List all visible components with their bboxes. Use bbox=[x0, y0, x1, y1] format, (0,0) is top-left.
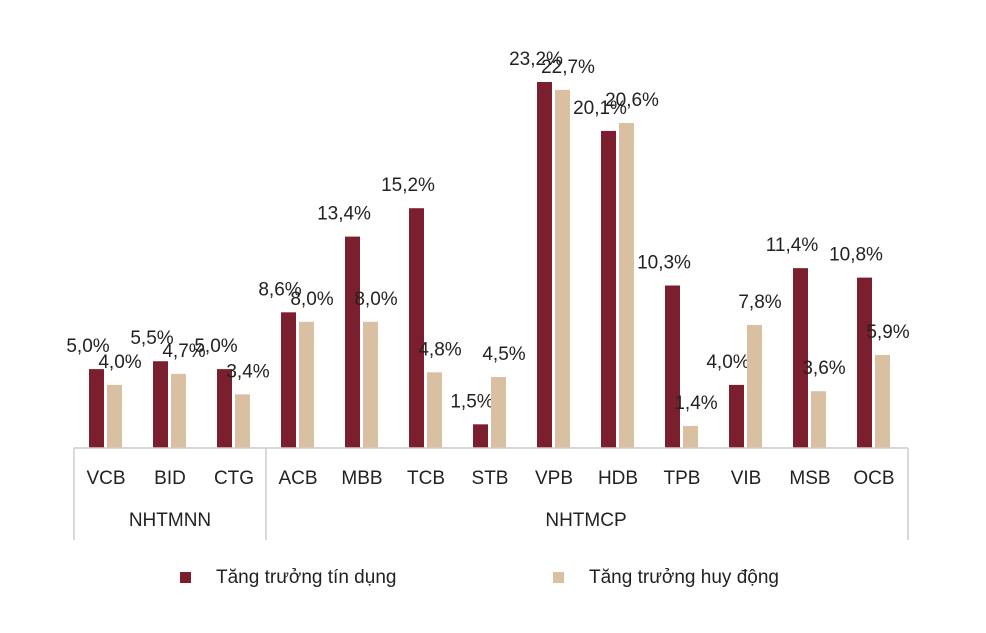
x-tick-label: OCB bbox=[853, 468, 894, 489]
value-label: 5,0% bbox=[66, 336, 109, 357]
bar bbox=[857, 277, 872, 448]
bar bbox=[345, 236, 360, 448]
value-label: 5,9% bbox=[866, 322, 909, 343]
bar bbox=[281, 312, 296, 448]
x-tick-label: TPB bbox=[664, 468, 701, 489]
value-label: 10,8% bbox=[829, 245, 883, 266]
value-label: 1,4% bbox=[674, 393, 717, 414]
bar bbox=[619, 123, 634, 448]
bar bbox=[875, 354, 890, 448]
bar bbox=[665, 285, 680, 448]
bar bbox=[811, 391, 826, 448]
bar bbox=[683, 425, 698, 448]
value-label: 3,4% bbox=[226, 361, 269, 382]
bar bbox=[107, 384, 122, 448]
x-tick-label: TCB bbox=[407, 468, 445, 489]
x-tick-label: CTG bbox=[214, 468, 254, 489]
x-tick-label: MSB bbox=[789, 468, 830, 489]
value-label: 5,0% bbox=[194, 336, 237, 357]
value-label: 20,6% bbox=[605, 90, 659, 111]
value-label: 20,1% bbox=[573, 98, 627, 119]
bar bbox=[473, 424, 488, 448]
value-label: 4,7% bbox=[162, 341, 205, 362]
value-label: 22,7% bbox=[541, 57, 595, 78]
bar bbox=[747, 324, 762, 448]
x-tick-label: VCB bbox=[86, 468, 125, 489]
legend-label: Tăng trưởng tín dụng bbox=[216, 567, 396, 588]
bar bbox=[217, 369, 232, 448]
bar bbox=[299, 321, 314, 448]
x-tick-label: ACB bbox=[278, 468, 317, 489]
x-tick-label: MBB bbox=[341, 468, 382, 489]
bar bbox=[89, 369, 104, 448]
x-tick-label: HDB bbox=[598, 468, 638, 489]
value-label: 8,6% bbox=[258, 279, 301, 300]
value-label: 4,0% bbox=[98, 352, 141, 373]
bar bbox=[409, 208, 424, 448]
bar bbox=[537, 82, 552, 448]
legend-swatch bbox=[553, 572, 564, 583]
bar bbox=[363, 321, 378, 448]
bar bbox=[171, 373, 186, 448]
value-label: 4,8% bbox=[418, 339, 461, 360]
value-label: 5,5% bbox=[130, 328, 173, 349]
value-label: 4,0% bbox=[706, 352, 749, 373]
bar bbox=[729, 384, 744, 448]
value-label: 10,3% bbox=[637, 253, 691, 274]
x-tick-label: VIB bbox=[731, 468, 762, 489]
value-label: 13,4% bbox=[317, 204, 371, 225]
value-label: 1,5% bbox=[450, 391, 493, 412]
x-tick-label: VPB bbox=[535, 468, 573, 489]
bar bbox=[491, 377, 506, 448]
value-label: 23,2% bbox=[509, 49, 563, 70]
bar bbox=[793, 268, 808, 448]
x-tick-label: BID bbox=[154, 468, 186, 489]
value-label: 3,6% bbox=[802, 358, 845, 379]
value-label: 15,2% bbox=[381, 175, 435, 196]
legend-swatch bbox=[180, 572, 191, 583]
value-label: 8,0% bbox=[354, 289, 397, 310]
value-label: 11,4% bbox=[766, 235, 819, 256]
bar bbox=[427, 372, 442, 448]
x-tick-label: STB bbox=[472, 468, 509, 489]
bar bbox=[601, 130, 616, 449]
group-label: NHTMCP bbox=[545, 510, 626, 531]
value-label: 8,0% bbox=[290, 289, 333, 310]
bar bbox=[555, 89, 570, 448]
legend-label: Tăng trưởng huy động bbox=[589, 567, 779, 588]
bar bbox=[153, 361, 168, 448]
group-label: NHTMNN bbox=[129, 510, 211, 531]
bar bbox=[235, 394, 250, 448]
value-label: 4,5% bbox=[482, 344, 525, 365]
value-label: 7,8% bbox=[738, 292, 781, 313]
